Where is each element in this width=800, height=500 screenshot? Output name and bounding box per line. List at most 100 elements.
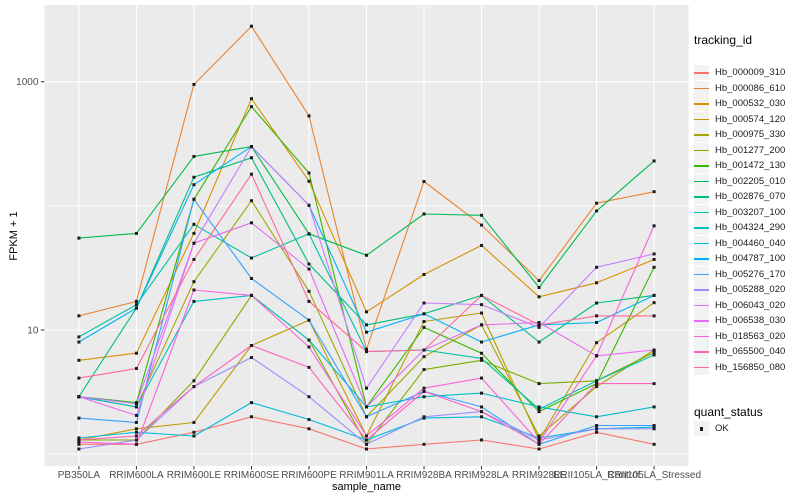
data-point-marker bbox=[77, 416, 81, 420]
black-square-icon bbox=[699, 426, 704, 431]
legend-entry-Hb_002205_010: Hb_002205_010 bbox=[694, 173, 786, 190]
x-tick-label: RRIM600LA bbox=[109, 470, 164, 481]
data-point-marker bbox=[537, 436, 541, 440]
data-point-marker bbox=[249, 256, 253, 260]
data-point-marker bbox=[365, 442, 368, 446]
series-color-swatch bbox=[694, 127, 709, 143]
data-point-marker bbox=[652, 382, 656, 386]
data-point-marker bbox=[422, 386, 426, 390]
data-point-marker bbox=[249, 356, 253, 360]
data-point-marker bbox=[249, 145, 253, 149]
data-point-marker bbox=[595, 301, 599, 305]
data-point-marker bbox=[422, 212, 426, 216]
data-point-marker bbox=[537, 340, 541, 344]
data-point-marker bbox=[422, 368, 426, 372]
data-point-marker bbox=[480, 438, 484, 442]
data-point-marker bbox=[537, 434, 541, 438]
data-point-marker bbox=[537, 285, 541, 289]
series-color-swatch bbox=[694, 189, 709, 205]
data-point-marker bbox=[595, 209, 599, 213]
legend-label: Hb_006043_020 bbox=[715, 299, 786, 311]
data-point-marker bbox=[365, 253, 368, 257]
series-color-swatch bbox=[694, 344, 709, 360]
data-point-marker bbox=[480, 351, 484, 355]
ok-marker-key bbox=[694, 421, 709, 437]
legend-label: Hb_002205_010 bbox=[715, 175, 786, 187]
series-color-swatch bbox=[694, 282, 709, 298]
data-point-marker bbox=[480, 223, 484, 227]
data-point-marker bbox=[249, 24, 253, 28]
x-tick-label: RRIM600SE bbox=[224, 470, 280, 481]
data-point-marker bbox=[307, 418, 311, 422]
legend-entry-Hb_005288_020: Hb_005288_020 bbox=[694, 282, 785, 298]
data-point-marker bbox=[537, 407, 541, 411]
legend-entry-Hb_000086_610: Hb_000086_610 bbox=[694, 80, 785, 97]
data-point-marker bbox=[249, 156, 253, 160]
swatch-line-icon bbox=[694, 258, 709, 260]
legend-label: Hb_004460_040 bbox=[715, 237, 786, 249]
legend-label: Hb_065500_040 bbox=[715, 346, 786, 358]
legend-entry-Hb_006538_030: Hb_006538_030 bbox=[694, 313, 785, 329]
data-point-marker bbox=[192, 222, 196, 226]
data-point-marker bbox=[134, 427, 138, 431]
data-point-marker bbox=[480, 356, 484, 360]
legend-entries: Hb_000009_310 Hb_000086_610 Hb_000532_030 H… bbox=[694, 65, 785, 375]
data-point-marker bbox=[365, 323, 368, 327]
data-point-marker bbox=[652, 265, 656, 269]
data-point-marker bbox=[134, 430, 138, 434]
data-point-marker bbox=[595, 281, 599, 285]
legend-label: Hb_000532_030 bbox=[715, 98, 786, 110]
legend-entry-Hb_000574_120: Hb_000574_120 bbox=[694, 111, 785, 128]
data-point-marker bbox=[422, 312, 426, 316]
legend-entry-Hb_003207_100: Hb_003207_100 bbox=[694, 204, 785, 221]
data-point-marker bbox=[652, 424, 656, 428]
legend-entry-Hb_001277_200: Hb_001277_200 bbox=[694, 142, 785, 159]
data-point-marker bbox=[652, 350, 656, 354]
data-point-marker bbox=[77, 358, 81, 362]
legend-entry-Hb_004460_040: Hb_004460_040 bbox=[694, 235, 786, 252]
legend-label: Hb_156850_080 bbox=[715, 361, 786, 373]
series-color-swatch bbox=[694, 173, 709, 189]
data-point-marker bbox=[192, 197, 196, 201]
data-point-marker bbox=[422, 415, 426, 419]
data-point-marker bbox=[422, 320, 426, 324]
legend-title-tracking-id: tracking_id bbox=[694, 33, 753, 47]
x-tick-label: PB350LA bbox=[58, 470, 101, 481]
data-point-marker bbox=[192, 288, 196, 292]
swatch-line-icon bbox=[694, 165, 709, 167]
series-color-swatch bbox=[694, 220, 709, 236]
data-point-marker bbox=[537, 320, 541, 324]
legend-label: Hb_000009_310 bbox=[715, 67, 786, 79]
legend-label: Hb_005288_020 bbox=[715, 284, 786, 296]
data-point-marker bbox=[134, 366, 138, 370]
data-point-marker bbox=[192, 280, 196, 284]
data-point-marker bbox=[192, 82, 196, 86]
data-point-marker bbox=[307, 299, 311, 303]
swatch-line-icon bbox=[694, 72, 709, 74]
data-point-marker bbox=[365, 386, 368, 390]
data-point-marker bbox=[307, 114, 311, 118]
y-tick-label: 1000 bbox=[16, 77, 39, 88]
data-point-marker bbox=[77, 436, 81, 440]
legend-label: Hb_004787_100 bbox=[715, 253, 786, 265]
data-point-marker bbox=[652, 314, 656, 318]
data-point-marker bbox=[595, 314, 599, 318]
data-point-marker bbox=[365, 434, 368, 438]
legend-label: Hb_005276_170 bbox=[715, 268, 786, 280]
swatch-line-icon bbox=[694, 289, 709, 291]
legend-entry-Hb_000532_030: Hb_000532_030 bbox=[694, 96, 785, 112]
swatch-line-icon bbox=[694, 118, 709, 121]
x-tick-label: RRIM600LE bbox=[167, 470, 222, 481]
data-point-marker bbox=[77, 376, 81, 380]
data-point-marker bbox=[134, 306, 138, 310]
data-point-marker bbox=[134, 420, 138, 424]
data-point-marker bbox=[134, 299, 138, 303]
data-point-marker bbox=[365, 415, 368, 419]
series-color-swatch bbox=[694, 65, 709, 81]
legend-title-quant-status: quant_status bbox=[694, 405, 763, 419]
data-point-marker bbox=[652, 348, 656, 352]
legend-entry-Hb_065500_040: Hb_065500_040 bbox=[694, 344, 785, 360]
legend-entry-Hb_004324_290: Hb_004324_290 bbox=[694, 220, 785, 236]
data-point-marker bbox=[192, 385, 196, 389]
